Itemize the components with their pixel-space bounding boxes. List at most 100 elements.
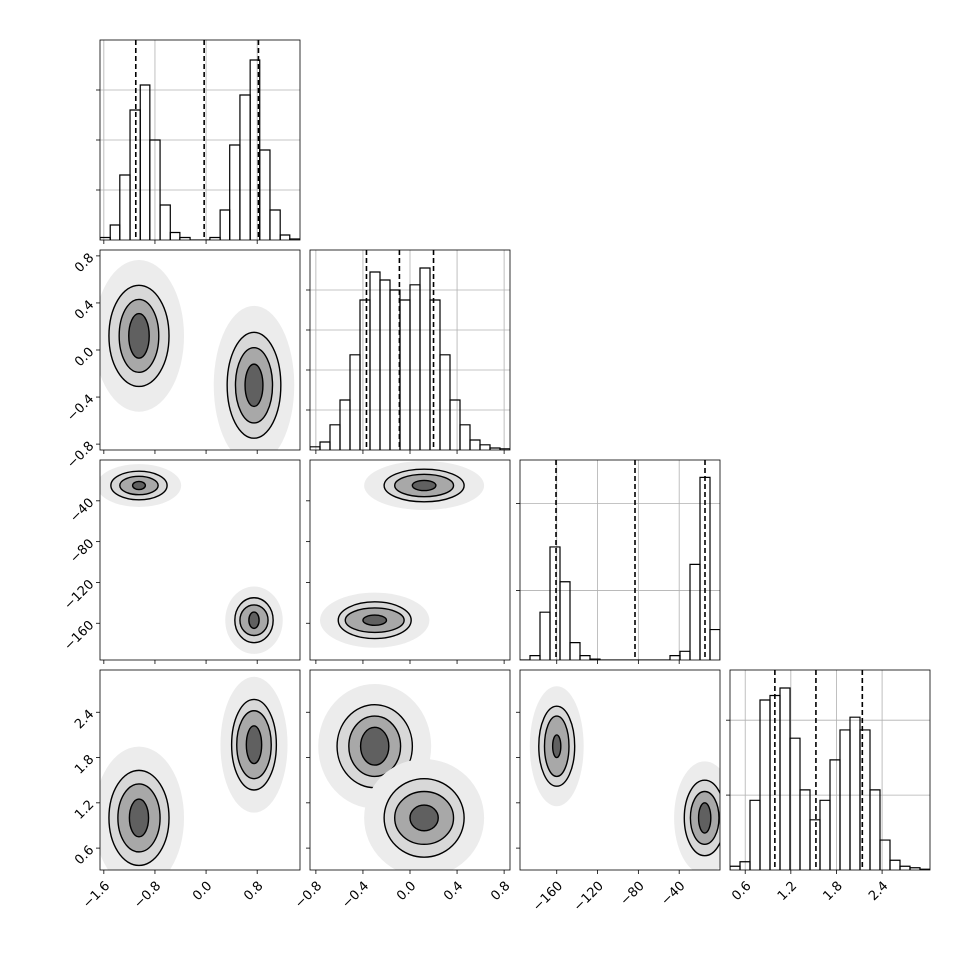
y-tick-label: 0.4 [72,298,97,323]
plot-area [100,676,288,870]
plot-area [529,686,720,870]
histogram-bin [869,789,881,870]
x-tick-label: −1.6 [80,879,113,912]
x-tick-label: −80 [618,879,648,909]
x-tick-label: 0.0 [190,879,215,904]
frame [519,669,721,871]
x-tick-label: 0.4 [441,879,466,904]
y-tick-label: 1.2 [72,798,97,823]
histogram-bin [439,354,451,450]
plot-area [100,260,295,450]
histogram-bin [279,234,291,240]
y-tick-label: 0.6 [72,843,97,868]
contour [244,363,264,408]
x-tick-label: 0.8 [241,879,266,904]
plot-area [520,460,720,660]
x-tick-label: −0.8 [292,879,325,912]
x-tick-label: −0.4 [339,879,372,912]
plot-area [318,683,485,870]
histogram-bin [789,737,801,870]
y-tick-label: −0.4 [64,392,97,425]
histogram-bin [779,687,791,870]
contour [128,312,150,359]
frame [309,249,511,451]
plot-area [100,464,283,654]
histogram-bin [239,94,251,240]
histogram-bin [379,279,391,450]
x-tick-label: 0.0 [394,879,419,904]
contour [551,734,562,759]
histogram-bin [529,655,541,660]
y-tick-label: 1.8 [72,752,97,777]
histogram-bin [159,204,171,240]
panel [306,249,511,454]
histogram-bin [310,446,321,450]
histogram-bin [359,299,371,450]
histogram-bin [429,299,441,450]
x-tick-label: 1.2 [775,879,800,904]
histogram-bin [289,238,300,240]
histogram-bin [730,865,741,870]
panel: 0.6 1.2 1.8 2.4 [726,669,931,904]
x-tick-label: 0.8 [488,879,513,904]
panel: −160−120 −80 −40 [516,669,721,915]
histogram-bin [229,144,241,240]
histogram-bin [709,628,720,660]
histogram-bin [369,271,381,450]
y-tick-label: 0.0 [72,345,97,370]
histogram-bin [109,224,121,240]
histogram-bin [539,611,551,660]
frame [309,669,511,871]
panel [306,459,511,664]
contour [131,480,147,491]
frame [99,459,301,661]
contour [409,804,439,832]
y-tick-label: 2.4 [72,707,97,732]
histogram-bin [559,581,571,660]
histogram-bin [549,546,561,660]
histogram-bin [569,642,581,660]
x-tick-label: −40 [658,879,688,909]
x-tick-label: −160 [530,879,566,915]
histogram-bin [759,699,771,870]
histogram-bin [689,563,701,660]
histogram-bin [119,174,131,240]
histogram-bin [169,231,181,240]
histogram-bin [329,424,341,450]
x-tick-label: 0.6 [729,879,754,904]
contour [245,725,263,765]
panel: −0.8 −0.4 0.0 0.4 0.8 [64,249,301,472]
x-tick-label: 1.8 [821,879,846,904]
histogram-bin [349,354,361,450]
y-tick-label: −0.8 [64,439,97,472]
y-tick-label: −80 [67,536,97,566]
panel: −1.6 −0.8 0.0 0.8 0.6 1.2 1.8 2.4 [72,669,301,912]
plot-area [100,40,300,240]
histogram-bin [219,209,231,240]
histogram-bin [419,267,431,450]
histogram-bin [139,84,151,240]
plot-area [730,670,930,870]
frame [729,669,931,871]
plot-area [310,250,510,450]
histogram-bin [829,759,841,870]
frame [99,39,301,241]
histogram-bin [809,819,821,870]
y-tick-label: −40 [67,496,97,526]
histogram-bin [839,729,851,870]
histogram-bin [899,865,911,870]
y-tick-label: −120 [61,577,97,613]
contour [359,726,390,766]
panel [96,39,301,244]
x-tick-label: −0.8 [131,879,164,912]
plot-area [320,461,485,648]
histogram-bin [669,655,681,660]
histogram-bin [879,839,891,870]
histogram-bin [579,655,591,660]
contour [248,611,260,630]
histogram-bin [459,424,471,450]
histogram-bin [679,650,691,660]
panel [516,459,721,664]
histogram-bin [259,149,271,240]
histogram-bin [469,439,481,450]
